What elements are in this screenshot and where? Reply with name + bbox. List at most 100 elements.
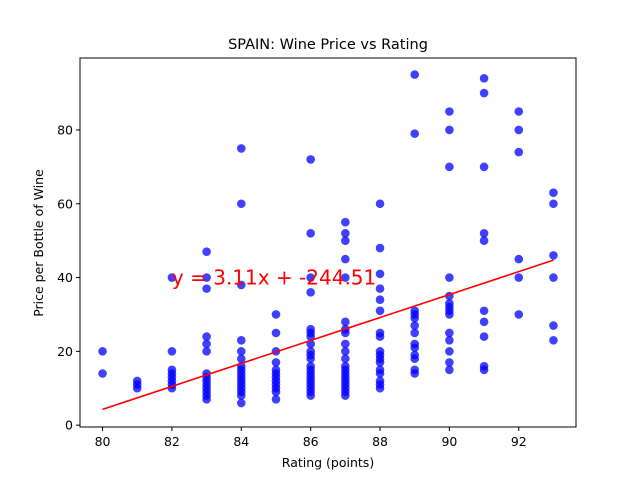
data-point	[375, 295, 385, 304]
data-point	[375, 369, 385, 378]
data-point	[479, 162, 489, 172]
data-point	[445, 125, 454, 135]
data-point	[410, 321, 420, 330]
data-point	[549, 251, 558, 260]
data-point	[479, 236, 489, 245]
data-point	[271, 358, 281, 367]
data-point	[549, 335, 558, 345]
data-point	[375, 284, 385, 293]
data-point	[445, 310, 454, 319]
data-point	[445, 162, 454, 172]
data-point	[375, 358, 385, 367]
data-point	[514, 254, 524, 264]
data-point	[202, 332, 211, 341]
x-tick-label: 84	[233, 434, 249, 449]
regression-layer	[102, 259, 554, 411]
data-point	[514, 107, 524, 116]
plot-area: 80 82 84 86 88 90 92 0 20 40 60 80	[57, 57, 577, 449]
data-point	[341, 217, 350, 227]
data-point	[479, 332, 489, 341]
x-tick-label: 92	[511, 434, 527, 449]
data-point	[410, 70, 420, 79]
data-point	[202, 339, 211, 349]
data-point	[132, 383, 142, 393]
x-tick-label: 90	[441, 434, 457, 449]
x-tick-label: 80	[95, 434, 111, 449]
data-point	[271, 395, 281, 404]
data-point	[236, 391, 246, 400]
data-point	[445, 273, 454, 282]
y-axis-label: Price per Bottle of Wine	[31, 169, 46, 317]
data-point	[375, 199, 385, 209]
data-point	[202, 395, 211, 404]
data-point	[202, 247, 211, 257]
data-point	[479, 306, 489, 316]
chart-title: SPAIN: Wine Price vs Rating	[228, 37, 428, 53]
data-point	[202, 273, 211, 282]
data-point	[306, 273, 315, 282]
data-point	[445, 358, 454, 367]
data-point	[306, 332, 315, 341]
data-point	[375, 269, 385, 279]
data-point	[514, 273, 524, 282]
x-axis-label: Rating (points)	[282, 455, 374, 470]
data-point	[236, 398, 246, 408]
data-point	[341, 317, 350, 327]
data-point	[514, 125, 524, 135]
data-point	[202, 284, 211, 293]
data-point	[236, 335, 246, 345]
data-point	[306, 288, 315, 297]
tick-layer: 80 82 84 86 88 90 92 0 20 40 60 80	[57, 122, 527, 449]
data-point	[341, 228, 350, 238]
data-point	[410, 369, 420, 378]
data-point	[445, 335, 454, 345]
data-point	[341, 236, 350, 245]
data-point	[202, 347, 211, 356]
data-point	[306, 155, 315, 164]
data-point	[549, 188, 558, 197]
data-point	[410, 354, 420, 364]
data-point	[341, 254, 350, 264]
data-point	[271, 387, 281, 397]
data-point	[341, 273, 350, 282]
data-point	[236, 347, 246, 356]
data-point	[549, 321, 558, 330]
data-point	[271, 328, 281, 338]
data-point	[479, 365, 489, 375]
data-point	[410, 129, 420, 138]
data-point	[341, 354, 350, 364]
data-point	[479, 317, 489, 327]
y-tick-label: 80	[57, 122, 73, 137]
data-point	[271, 310, 281, 319]
data-point	[236, 199, 246, 209]
data-point	[98, 369, 107, 378]
data-point	[479, 228, 489, 238]
data-point	[375, 383, 385, 393]
data-point	[341, 391, 350, 400]
data-point	[341, 328, 350, 338]
data-point	[341, 339, 350, 349]
data-point	[341, 347, 350, 356]
x-tick-label: 86	[303, 434, 319, 449]
data-point	[306, 354, 315, 364]
x-tick-label: 82	[164, 434, 180, 449]
data-point	[236, 144, 246, 153]
data-point	[410, 343, 420, 352]
regression-line	[102, 259, 554, 411]
data-point	[445, 107, 454, 116]
data-point	[167, 347, 177, 356]
data-point	[445, 365, 454, 375]
axes-frame	[79, 57, 577, 428]
data-point	[167, 273, 177, 282]
y-tick-label: 60	[57, 196, 73, 211]
regression-equation: y = 3.11x + -244.51	[172, 266, 376, 290]
y-tick-label: 20	[57, 344, 73, 359]
data-point	[375, 243, 385, 253]
data-point	[445, 347, 454, 356]
data-point	[514, 310, 524, 319]
x-tick-label: 88	[372, 434, 388, 449]
y-tick-label: 0	[65, 418, 73, 433]
y-tick-label: 40	[57, 270, 73, 285]
data-point	[410, 328, 420, 338]
